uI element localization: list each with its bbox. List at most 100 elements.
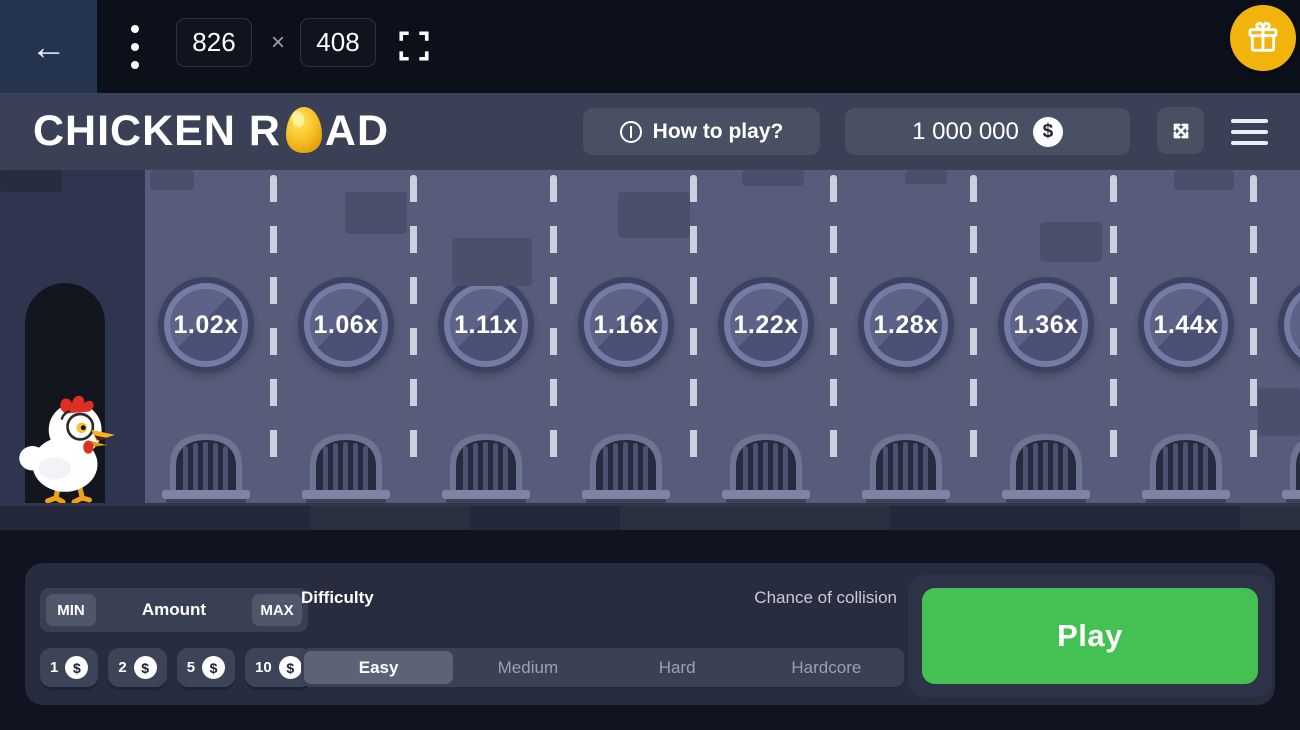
balance-display: 1 000 000 $	[845, 108, 1130, 155]
multiplier-circle: 1.06x	[298, 277, 394, 373]
multiplier-circle	[1278, 277, 1300, 373]
sewer-grate-icon	[162, 434, 250, 503]
dollar-coin-icon: $	[133, 656, 157, 679]
multiplier-label: 1.02x	[173, 310, 239, 339]
asphalt-patch	[1040, 222, 1102, 262]
min-button[interactable]: MIN	[46, 594, 96, 626]
chip-value: 5	[186, 659, 196, 676]
multiplier-circle: 1.02x	[158, 277, 254, 373]
bet-chips-row: 1 $ 2 $ 5 $ 10 $	[40, 648, 312, 687]
lane-divider-dashes	[970, 175, 977, 475]
difficulty-tab-medium[interactable]: Medium	[453, 651, 602, 684]
multiplier-label: 1.22x	[733, 310, 799, 339]
chance-of-collision-label: Chance of collision	[754, 588, 897, 607]
chip-value: 1	[50, 659, 59, 676]
height-input[interactable]: 408	[300, 18, 376, 67]
gift-button[interactable]	[1230, 5, 1296, 71]
road-lane: 1.02x	[136, 170, 276, 503]
curb-segment	[620, 506, 890, 530]
lane-divider-dashes	[830, 175, 837, 475]
bet-chip-button[interactable]: 2 $	[108, 648, 167, 687]
dollar-coin-icon: $	[278, 656, 302, 679]
sewer-grate-icon	[1142, 434, 1230, 503]
sewer-grate-icon	[1002, 434, 1090, 503]
bet-chip-button[interactable]: 10 $	[245, 648, 312, 687]
lane-divider-dashes	[1250, 175, 1257, 475]
road-lane: 1.11x	[416, 170, 556, 503]
multiplier-circle: 1.44x	[1138, 277, 1234, 373]
multiplier-circle: 1.28x	[858, 277, 954, 373]
multiplier-label: 1.16x	[593, 310, 659, 339]
device-top-bar: ← 826 × 408	[0, 0, 1300, 93]
amount-group: MIN Amount MAX	[40, 588, 308, 632]
asphalt-patch	[452, 238, 532, 286]
max-button[interactable]: MAX	[252, 594, 302, 626]
dimension-separator: ×	[270, 28, 285, 56]
asphalt-patch	[742, 170, 804, 186]
chip-value: 2	[118, 659, 127, 676]
road-lane: 1.22x	[696, 170, 836, 503]
road-lane: 1.28x	[836, 170, 976, 503]
kebab-menu-button[interactable]	[128, 25, 142, 69]
asphalt-patch	[150, 170, 194, 190]
multiplier-label: 1.44x	[1153, 310, 1219, 339]
sewer-grate-icon	[302, 434, 390, 503]
difficulty-tab-hard[interactable]: Hard	[603, 651, 752, 684]
width-input[interactable]: 826	[176, 18, 252, 67]
difficulty-segmented-control: Easy Medium Hard Hardcore	[301, 648, 904, 687]
lane-divider-dashes	[690, 175, 697, 475]
fullscreen-brackets-icon	[399, 31, 429, 61]
how-to-play-button[interactable]: How to play?	[583, 108, 820, 155]
balance-value: 1 000 000	[912, 117, 1019, 145]
lane-divider-dashes	[1110, 175, 1117, 475]
play-button[interactable]: Play	[922, 588, 1258, 684]
curb-segment	[310, 506, 470, 530]
gift-icon	[1248, 21, 1278, 52]
multiplier-circle: 1.11x	[438, 277, 534, 373]
lane-divider-dashes	[410, 175, 417, 475]
difficulty-tab-hardcore[interactable]: Hardcore	[752, 651, 901, 684]
dollar-coin-icon: $	[202, 656, 226, 679]
game-road: 1.02x 1.06x	[0, 170, 1300, 503]
sidewalk-curb	[0, 503, 1300, 530]
expand-button[interactable]	[1157, 107, 1204, 154]
difficulty-label: Difficulty	[301, 588, 374, 607]
asphalt-patch	[905, 170, 947, 184]
back-arrow-icon: ←	[30, 25, 67, 67]
asphalt-patch	[618, 192, 690, 238]
multiplier-circle: 1.36x	[998, 277, 1094, 373]
road-lane: 1.36x	[976, 170, 1116, 503]
info-circle-icon	[619, 120, 642, 143]
bet-chip-button[interactable]: 5 $	[176, 648, 236, 687]
amount-label: Amount	[141, 600, 207, 619]
dollar-coin-icon: $	[1032, 116, 1063, 147]
sewer-grate-icon	[722, 434, 810, 503]
sewer-grate-icon	[442, 434, 530, 503]
road-lane: 1.06x	[276, 170, 416, 503]
fullscreen-button[interactable]	[394, 26, 434, 66]
dollar-coin-icon: $	[65, 656, 89, 679]
road-lane	[1256, 170, 1300, 503]
chicken-character	[19, 395, 115, 503]
curb-segment	[1240, 506, 1300, 530]
difficulty-tab-easy[interactable]: Easy	[304, 651, 454, 684]
multiplier-label: 1.36x	[1013, 310, 1079, 339]
sewer-grate-icon	[582, 434, 670, 503]
chip-value: 10	[255, 659, 272, 676]
road-lane: 1.16x	[556, 170, 696, 503]
multiplier-circle: 1.16x	[578, 277, 674, 373]
hamburger-menu-button[interactable]	[1231, 119, 1268, 145]
asphalt-patch	[1174, 170, 1234, 190]
back-button[interactable]: ←	[0, 0, 97, 93]
control-panel: MIN Amount MAX 1 $ 2 $ 5 $ 10 $ Difficul…	[25, 563, 1275, 705]
road-lane: 1.44x	[1116, 170, 1256, 503]
wall-patch	[0, 170, 62, 192]
lane-divider-dashes	[550, 175, 557, 475]
sewer-grate-icon	[862, 434, 950, 503]
asphalt-patch	[345, 192, 407, 234]
game-header: CHICKEN R AD How to play? 1 000 000 $	[0, 93, 1300, 170]
game-logo: CHICKEN R AD	[33, 93, 389, 170]
asphalt-patch	[1258, 388, 1300, 436]
bet-chip-button[interactable]: 1 $	[40, 648, 99, 687]
multiplier-label: 1.06x	[313, 310, 379, 339]
